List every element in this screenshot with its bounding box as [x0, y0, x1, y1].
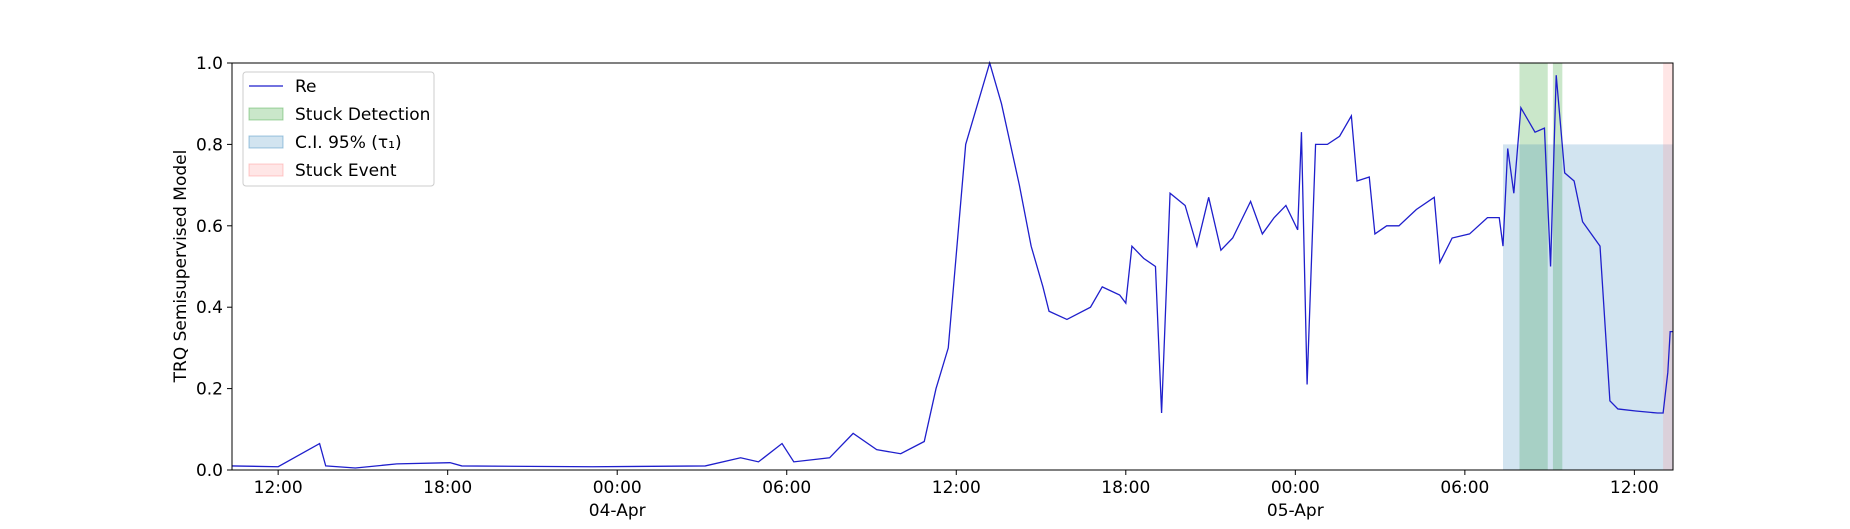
span-region	[1663, 63, 1673, 470]
x-tick-label: 12:00	[254, 478, 303, 498]
x-tick-label: 12:00	[932, 478, 981, 498]
y-tick-label: 0.0	[196, 461, 223, 481]
span-region	[1502, 144, 1673, 470]
plot-frame	[231, 62, 1674, 471]
y-tick-label: 0.2	[196, 380, 223, 400]
x-tick-label: 06:00	[1440, 478, 1489, 498]
x-tick-label: 12:00	[1610, 478, 1659, 498]
x-tick-label: 00:00 05-Apr	[1267, 478, 1324, 521]
legend-label: Stuck Detection	[295, 105, 430, 125]
y-axis-label: TRQ Semisupervised Model	[171, 150, 191, 384]
y-tick-label: 0.8	[196, 135, 223, 155]
y-tick-label: 1.0	[196, 54, 223, 74]
legend-patch	[248, 107, 284, 121]
legend-label: C.I. 95% (τ₁)	[295, 133, 402, 153]
legend-patch	[248, 135, 284, 149]
legend-label: Re	[295, 77, 317, 97]
x-tick-label: 18:00	[1101, 478, 1150, 498]
span-region	[1552, 63, 1563, 470]
x-tick-label: 06:00	[762, 478, 811, 498]
legend-box	[242, 71, 435, 187]
data-line	[231, 60, 1673, 469]
legend-label: Stuck Event	[295, 161, 397, 181]
x-tick-label: 18:00	[423, 478, 472, 498]
y-tick-label: 0.6	[196, 217, 223, 237]
legend-patch	[248, 163, 284, 177]
y-tick-label: 0.4	[196, 298, 223, 318]
